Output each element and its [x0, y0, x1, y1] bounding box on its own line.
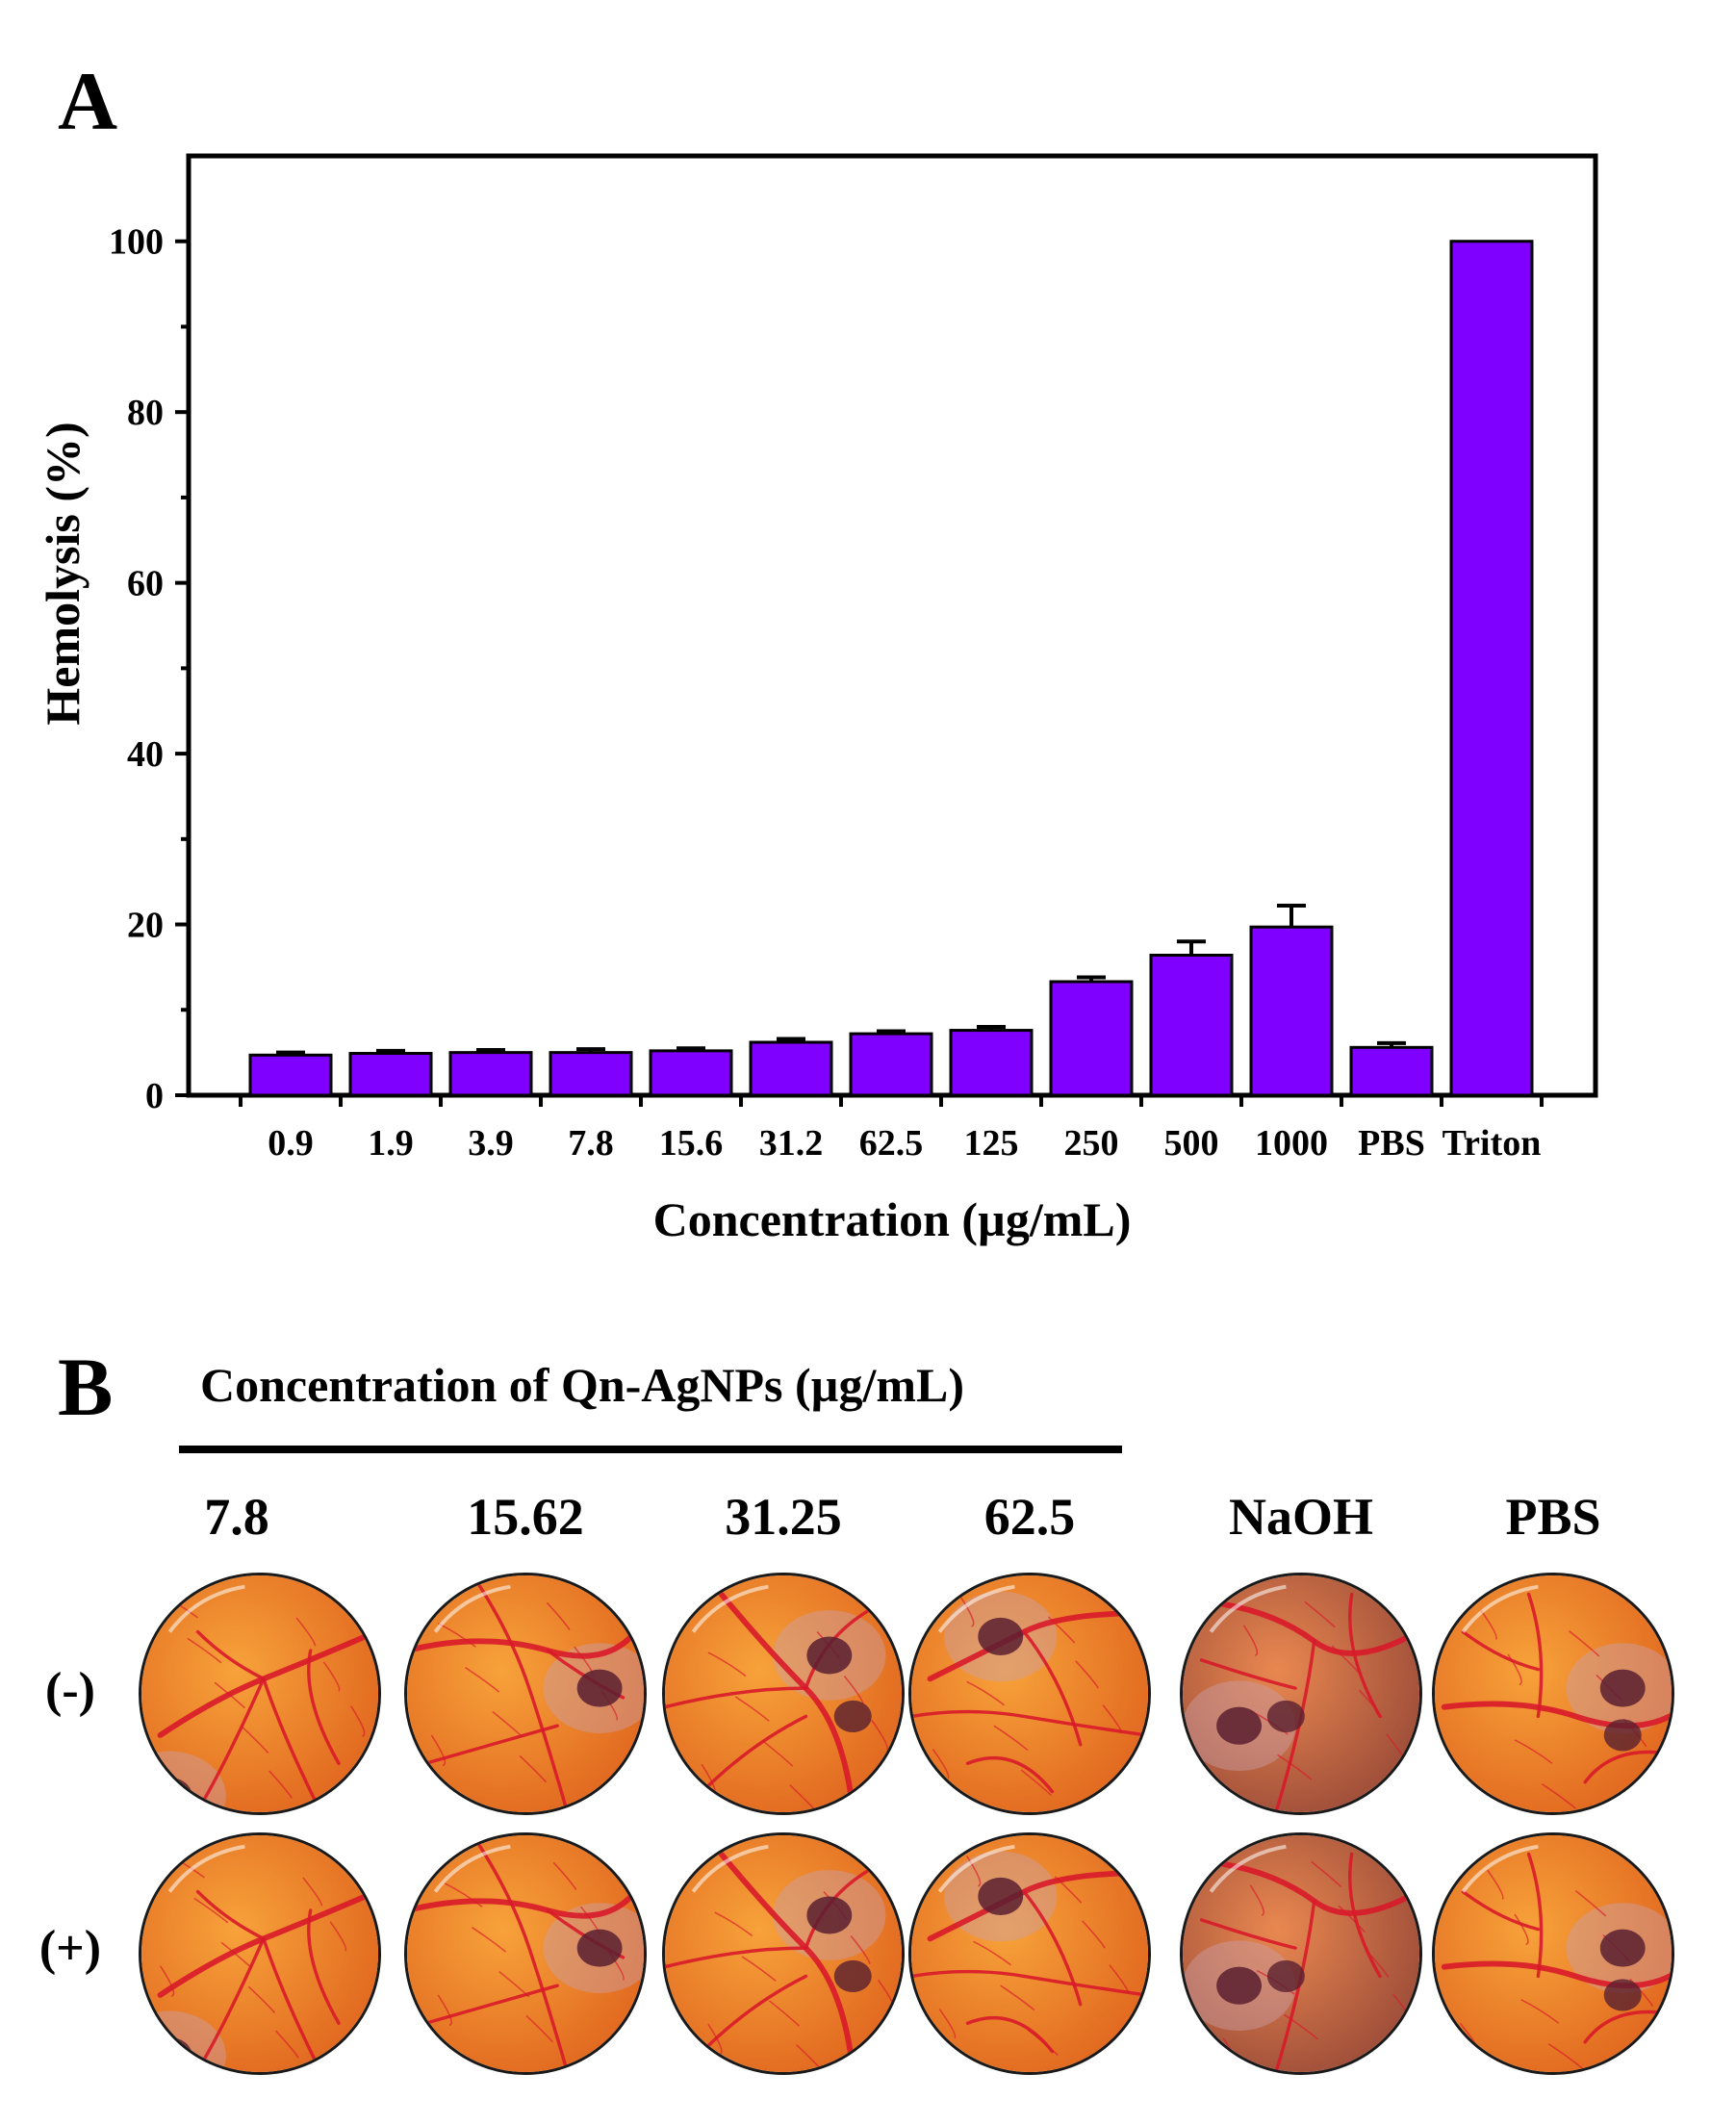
bar-250 — [1049, 980, 1134, 1097]
x-tick-label: 1.9 — [368, 1123, 414, 1164]
bar-1.9 — [348, 1052, 433, 1097]
x-tick-label: 15.6 — [659, 1123, 724, 1164]
bar-3.9 — [448, 1051, 533, 1097]
cam-photo-naoh-plus — [1180, 1832, 1422, 2075]
x-axis-title: Concentration (µg/mL) — [653, 1192, 1132, 1246]
x-tick-label: 250 — [1064, 1123, 1119, 1164]
bar-31.2 — [749, 1040, 833, 1097]
bar-125 — [949, 1029, 1034, 1097]
panel-a-label: A — [58, 55, 118, 147]
column-label-7-8: 7.8 — [204, 1488, 269, 1546]
y-tick-label: 20 — [127, 906, 164, 946]
y-tick-label: 100 — [109, 222, 164, 263]
cam-photo-7-8-minus — [139, 1573, 381, 1815]
cam-photo-7-8-plus — [139, 1832, 381, 2075]
bar-15.6 — [649, 1049, 733, 1097]
cam-photo-62-5-minus — [908, 1573, 1151, 1815]
x-tick-label: 125 — [964, 1123, 1019, 1164]
column-label-15-62: 15.62 — [467, 1488, 584, 1546]
cam-photo-31-25-plus — [662, 1832, 905, 2075]
column-label-naoh: NaOH — [1228, 1488, 1373, 1546]
y-axis-title: Hemolysis (%) — [36, 422, 89, 725]
bar-62.5 — [849, 1032, 933, 1097]
x-tick-label: 7.8 — [568, 1123, 614, 1164]
x-tick-label: 3.9 — [468, 1123, 514, 1164]
bar-0.9 — [248, 1053, 333, 1097]
panel-b-label: B — [58, 1341, 114, 1433]
x-tick-label: 500 — [1164, 1123, 1219, 1164]
bar-7.8 — [549, 1051, 633, 1097]
x-tick-label: Triton — [1442, 1123, 1542, 1164]
bar-PBS — [1349, 1045, 1434, 1097]
bar-500 — [1149, 953, 1234, 1097]
x-tick-label: PBS — [1358, 1123, 1425, 1164]
row-label-plus: (+) — [38, 1921, 102, 1976]
cam-photo-31-25-minus — [662, 1573, 905, 1815]
cam-photo-pbs-plus — [1432, 1832, 1674, 2075]
cam-photo-62-5-plus — [908, 1832, 1151, 2075]
column-label-31-25: 31.25 — [725, 1488, 842, 1546]
plot-frame — [186, 153, 1598, 1098]
y-tick-label: 60 — [127, 564, 164, 604]
column-label-62-5: 62.5 — [983, 1488, 1076, 1546]
x-tick-label: 31.2 — [759, 1123, 824, 1164]
y-tick-label: 80 — [127, 393, 164, 433]
x-tick-label: 62.5 — [859, 1123, 924, 1164]
y-tick-label: 0 — [145, 1076, 164, 1116]
cam-photo-pbs-minus — [1432, 1573, 1674, 1815]
cam-photo-15-62-plus — [404, 1832, 647, 2075]
y-tick-label: 40 — [127, 734, 164, 775]
cam-photo-naoh-minus — [1180, 1573, 1422, 1815]
heading-underline — [179, 1446, 1122, 1453]
bar-Triton — [1449, 240, 1534, 1097]
panel-b-heading: Concentration of Qn-AgNPs (µg/mL) — [200, 1358, 965, 1412]
x-tick-label: 1000 — [1255, 1123, 1328, 1164]
hemolysis-bar-chart: 0 20 40 60 80 100 0.9 1.9 3.9 7.8 15.6 31.2 62.5 125 2… — [36, 153, 1598, 1246]
row-label-minus: (-) — [45, 1663, 95, 1718]
bar-1000 — [1249, 925, 1334, 1097]
cam-photo-15-62-minus — [404, 1573, 647, 1815]
column-label-pbs: PBS — [1505, 1488, 1601, 1546]
x-tick-label: 0.9 — [268, 1123, 314, 1164]
